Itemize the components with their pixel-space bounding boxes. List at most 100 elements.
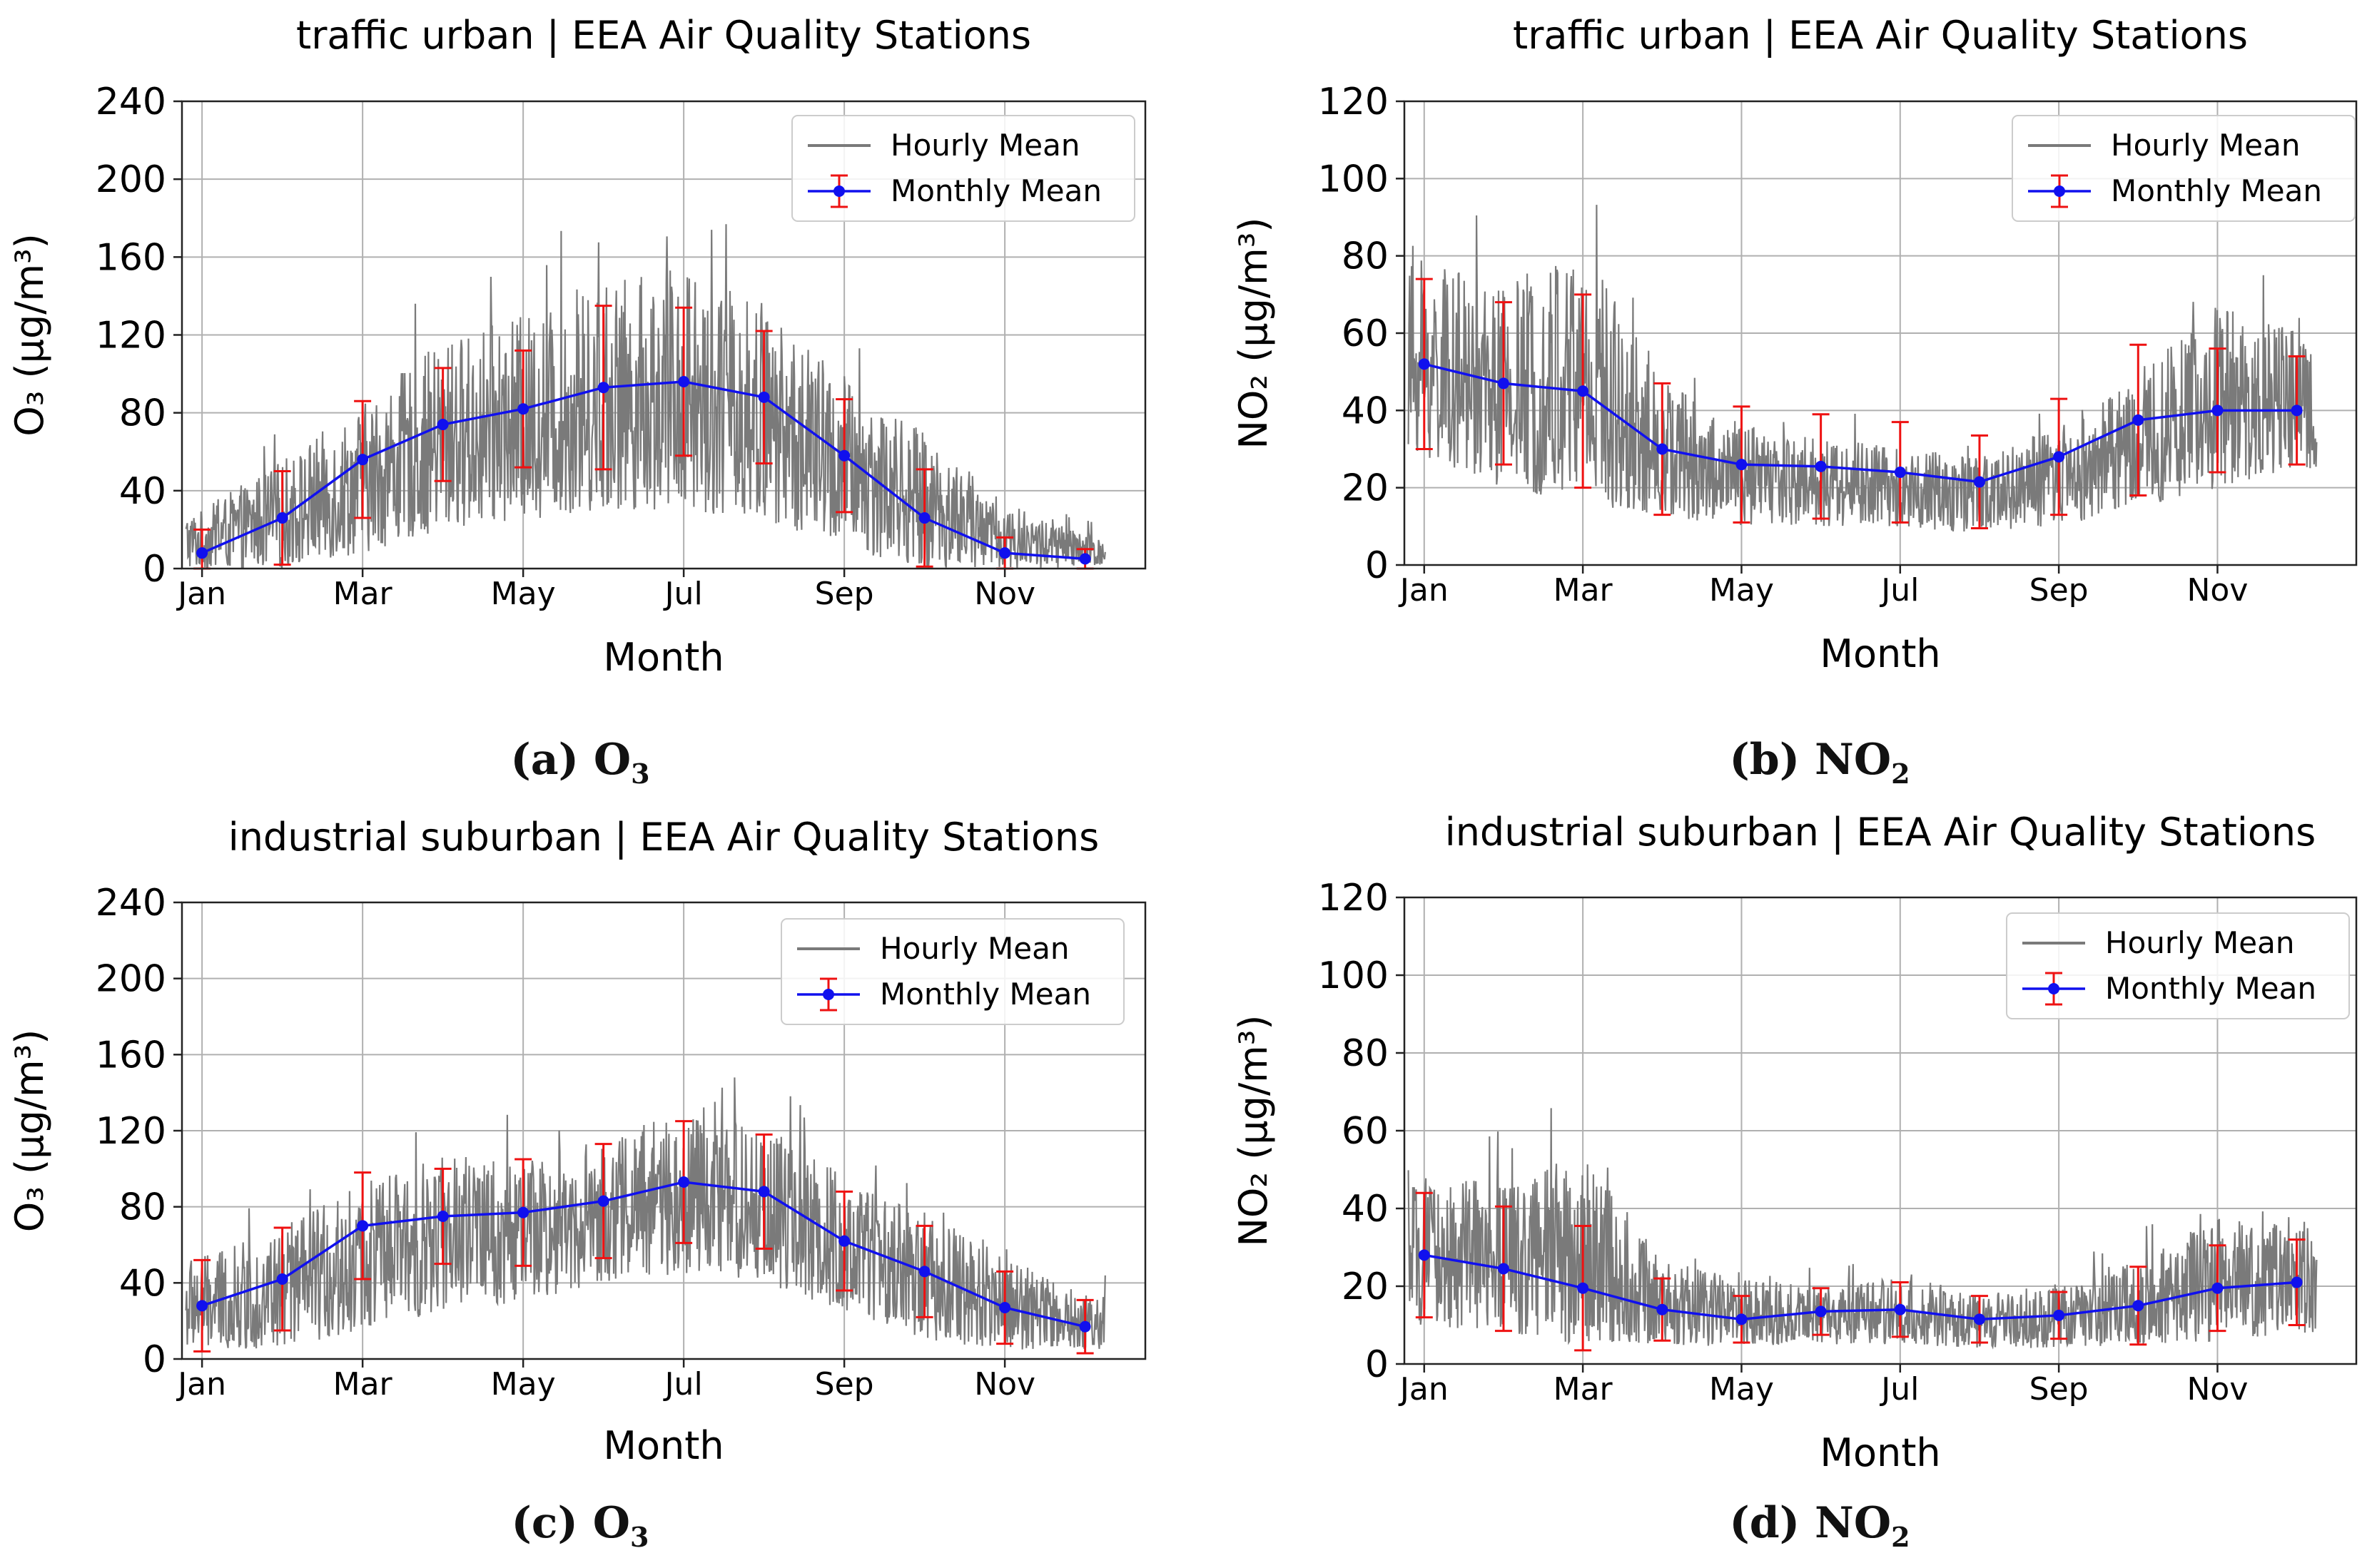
monthly-mean-point — [2211, 404, 2224, 417]
monthly-mean-point — [1079, 1320, 1091, 1333]
monthly-mean-point — [758, 1186, 770, 1198]
monthly-mean-point — [276, 1273, 288, 1285]
x-tick-label: Jan — [176, 576, 226, 612]
monthly-mean-point — [1418, 1249, 1430, 1261]
monthly-mean-point — [2132, 1300, 2144, 1312]
caption-d-sub: 2 — [1891, 1521, 1910, 1553]
legend-swatch-monthly-point — [833, 185, 845, 197]
monthly-mean-point — [1656, 443, 1668, 455]
y-tick-label: 160 — [96, 236, 166, 279]
x-tick-label: Sep — [815, 1366, 874, 1402]
legend: Hourly Mean Monthly Mean — [781, 918, 1125, 1025]
y-tick-label: 160 — [96, 1034, 166, 1076]
y-tick-label: 120 — [1318, 877, 1389, 920]
legend-box — [2006, 912, 2350, 1019]
y-tick-label: 60 — [1342, 312, 1389, 355]
hourly-mean-trace — [185, 224, 1106, 569]
y-tick-label: 120 — [1318, 81, 1389, 123]
caption-b-label: (b) NO — [1729, 735, 1892, 785]
y-tick-label: 0 — [143, 548, 166, 591]
caption-a-sub: 3 — [631, 758, 650, 790]
monthly-mean-point — [758, 391, 770, 403]
monthly-mean-point — [2053, 451, 2065, 463]
x-tick-label: Mar — [1554, 572, 1613, 609]
x-tick-label: May — [491, 576, 556, 612]
y-tick-label: 200 — [96, 958, 166, 1001]
y-tick-label: 200 — [96, 158, 166, 201]
chart-title: traffic urban | EEA Air Quality Stations — [1513, 13, 2248, 58]
legend-box — [791, 115, 1135, 222]
monthly-mean-line — [1424, 362, 2297, 484]
legend-label-hourly: Hourly Mean — [880, 931, 1069, 966]
x-tick-label: Nov — [2187, 572, 2249, 609]
monthly-mean-point — [597, 1195, 609, 1207]
legend-label-monthly: Monthly Mean — [2105, 971, 2316, 1006]
y-tick-label: 0 — [1365, 1343, 1389, 1386]
x-tick-label: Jul — [1879, 1371, 1919, 1407]
y-axis-label: NO₂ (μg/m³) — [1231, 1015, 1276, 1247]
y-tick-label: 100 — [1318, 954, 1389, 997]
monthly-mean-point — [196, 547, 208, 559]
y-tick-label: 40 — [1342, 390, 1389, 432]
legend-box — [781, 918, 1125, 1025]
x-tick-label: May — [1709, 572, 1774, 609]
chart-title: traffic urban | EEA Air Quality Stations — [296, 13, 1031, 58]
caption-c-sub: 3 — [630, 1521, 649, 1553]
monthly-mean-point — [1973, 1313, 1985, 1325]
x-tick-label: Sep — [815, 576, 874, 612]
monthly-mean-point — [1894, 1303, 1906, 1315]
legend-label-monthly: Monthly Mean — [2111, 173, 2322, 208]
y-tick-label: 240 — [96, 81, 166, 123]
y-tick-label: 100 — [1318, 158, 1389, 200]
y-tick-label: 80 — [1342, 1032, 1389, 1075]
monthly-mean-line — [201, 380, 1085, 561]
monthly-mean-point — [1577, 1282, 1589, 1294]
x-axis-label: Month — [1820, 1430, 1940, 1475]
y-tick-label: 20 — [1342, 1266, 1389, 1308]
monthly-mean-point — [1497, 377, 1509, 390]
monthly-mean-point — [1735, 1313, 1748, 1325]
monthly-mean-point — [1079, 553, 1091, 565]
monthly-mean-point — [357, 1220, 369, 1232]
legend-label-monthly: Monthly Mean — [880, 977, 1091, 1012]
chart-title: industrial suburban | EEA Air Quality St… — [228, 815, 1100, 860]
monthly-mean-point — [517, 1206, 529, 1218]
x-tick-label: Jul — [663, 576, 703, 612]
legend-box — [2012, 115, 2356, 222]
y-tick-label: 20 — [1342, 467, 1389, 510]
monthly-mean-point — [999, 547, 1011, 559]
y-tick-label: 0 — [143, 1338, 166, 1381]
caption-d-label: (d) NO — [1729, 1498, 1892, 1548]
x-tick-label: Jan — [176, 1366, 226, 1402]
caption-d: (d) NO2 — [1463, 1498, 2176, 1553]
x-axis-label: Month — [603, 635, 724, 680]
x-tick-label: Mar — [333, 576, 393, 612]
hourly-mean-trace — [1407, 1108, 2318, 1350]
legend-label-monthly: Monthly Mean — [891, 173, 1102, 208]
hourly-mean-trace — [1407, 205, 2318, 532]
chart-1: 0 40 80 120 160 200 240 Jan Mar May Jul Sep Nov traff… — [7, 13, 1147, 680]
monthly-mean-point — [357, 454, 369, 466]
monthly-mean-point — [838, 449, 851, 462]
y-tick-label: 120 — [96, 315, 166, 357]
legend-label-hourly: Hourly Mean — [2105, 925, 2294, 960]
caption-a: (a) O3 — [223, 735, 937, 790]
monthly-mean-point — [918, 512, 931, 524]
monthly-mean-point — [999, 1302, 1011, 1313]
chart-3: 0 40 80 120 160 200 240 Jan Mar May Jul Sep Nov indus… — [7, 815, 1147, 1468]
monthly-mean-point — [838, 1235, 851, 1247]
monthly-mean-point — [1973, 476, 1985, 488]
legend-label-hourly: Hourly Mean — [891, 128, 1080, 163]
legend-swatch-monthly-point — [823, 989, 834, 1000]
monthly-mean-point — [1418, 358, 1430, 370]
caption-c: (c) O3 — [223, 1498, 937, 1553]
y-tick-label: 80 — [119, 1186, 166, 1229]
monthly-mean-point — [1815, 1305, 1827, 1318]
x-tick-label: Nov — [2187, 1371, 2249, 1407]
y-tick-label: 80 — [119, 392, 166, 435]
y-tick-label: 60 — [1342, 1110, 1389, 1153]
y-axis-label: NO₂ (μg/m³) — [1231, 218, 1276, 449]
monthly-mean-point — [437, 1211, 449, 1222]
y-tick-label: 40 — [1342, 1188, 1389, 1231]
